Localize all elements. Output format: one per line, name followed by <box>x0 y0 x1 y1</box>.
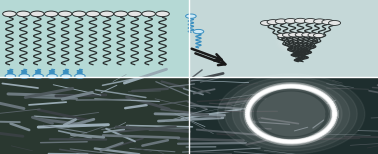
Bar <box>189 0 378 77</box>
Ellipse shape <box>284 35 305 49</box>
Ellipse shape <box>281 32 309 51</box>
Circle shape <box>267 20 279 24</box>
Circle shape <box>72 11 86 17</box>
Circle shape <box>282 33 293 37</box>
Circle shape <box>3 11 16 17</box>
Circle shape <box>86 11 100 17</box>
Circle shape <box>193 29 204 34</box>
Circle shape <box>260 20 273 25</box>
Circle shape <box>74 74 85 78</box>
Ellipse shape <box>282 34 307 50</box>
Ellipse shape <box>286 36 304 47</box>
Ellipse shape <box>289 38 301 45</box>
Polygon shape <box>217 74 365 154</box>
Polygon shape <box>240 83 342 145</box>
Circle shape <box>61 74 71 78</box>
Circle shape <box>33 74 43 78</box>
Bar <box>0 77 189 154</box>
Circle shape <box>17 11 30 17</box>
Bar <box>189 77 378 154</box>
Circle shape <box>304 18 316 23</box>
Ellipse shape <box>291 39 299 44</box>
Circle shape <box>285 18 297 23</box>
Bar <box>0 0 189 77</box>
Ellipse shape <box>294 41 296 42</box>
Circle shape <box>47 74 57 78</box>
Circle shape <box>277 33 288 38</box>
Circle shape <box>328 20 341 25</box>
Circle shape <box>308 33 319 37</box>
Ellipse shape <box>287 37 302 46</box>
Circle shape <box>302 33 312 37</box>
Circle shape <box>313 33 324 38</box>
Circle shape <box>128 11 141 17</box>
Circle shape <box>186 14 196 18</box>
Circle shape <box>58 11 72 17</box>
Circle shape <box>289 33 299 37</box>
Polygon shape <box>225 77 357 151</box>
Circle shape <box>19 74 29 78</box>
Circle shape <box>5 74 15 78</box>
Ellipse shape <box>292 40 297 43</box>
Circle shape <box>142 11 155 17</box>
Circle shape <box>156 11 169 17</box>
Ellipse shape <box>279 31 310 52</box>
Circle shape <box>275 19 287 24</box>
Polygon shape <box>232 80 350 148</box>
Circle shape <box>294 18 307 23</box>
Circle shape <box>295 32 306 37</box>
Circle shape <box>114 11 128 17</box>
Circle shape <box>322 20 334 24</box>
Circle shape <box>44 11 58 17</box>
Circle shape <box>314 19 326 24</box>
Circle shape <box>31 11 44 17</box>
Circle shape <box>100 11 114 17</box>
